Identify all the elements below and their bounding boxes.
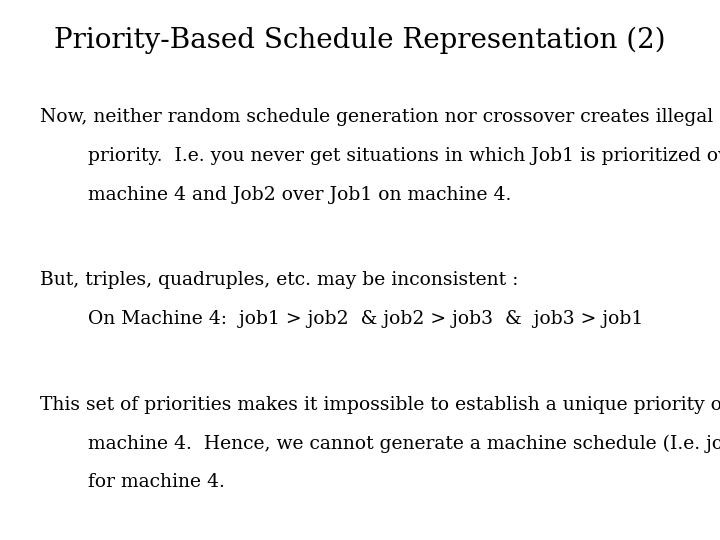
- Text: On Machine 4:  job1 > job2  & job2 > job3  &  job3 > job1: On Machine 4: job1 > job2 & job2 > job3 …: [40, 310, 643, 328]
- Text: But, triples, quadruples, etc. may be inconsistent :: But, triples, quadruples, etc. may be in…: [40, 271, 518, 289]
- Text: This set of priorities makes it impossible to establish a unique priority order : This set of priorities makes it impossib…: [40, 396, 720, 414]
- Text: machine 4.  Hence, we cannot generate a machine schedule (I.e. job sequence): machine 4. Hence, we cannot generate a m…: [40, 435, 720, 453]
- Text: for machine 4.: for machine 4.: [40, 474, 225, 491]
- Text: Priority-Based Schedule Representation (2): Priority-Based Schedule Representation (…: [54, 27, 666, 55]
- Text: machine 4 and Job2 over Job1 on machine 4.: machine 4 and Job2 over Job1 on machine …: [40, 186, 511, 204]
- Text: Now, neither random schedule generation nor crossover creates illegal: Now, neither random schedule generation …: [40, 108, 719, 126]
- Text: priority.  I.e. you never get situations in which Job1 is prioritized over Job2 : priority. I.e. you never get situations …: [40, 147, 720, 165]
